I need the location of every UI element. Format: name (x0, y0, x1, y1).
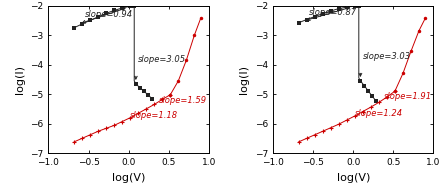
X-axis label: log(V): log(V) (112, 173, 145, 183)
Y-axis label: log(I): log(I) (239, 65, 249, 94)
Y-axis label: log(I): log(I) (15, 65, 25, 94)
X-axis label: log(V): log(V) (337, 173, 370, 183)
Text: slope=1.91: slope=1.91 (384, 92, 432, 101)
Text: slope=1.59: slope=1.59 (159, 96, 207, 105)
Text: slope=0.87: slope=0.87 (309, 8, 357, 17)
Text: slope=0.94: slope=0.94 (84, 10, 132, 19)
Text: slope=1.18: slope=1.18 (130, 111, 178, 120)
Text: slope=3.05: slope=3.05 (138, 55, 187, 64)
Text: slope=1.24: slope=1.24 (355, 109, 403, 118)
Text: slope=3.03: slope=3.03 (363, 52, 411, 61)
